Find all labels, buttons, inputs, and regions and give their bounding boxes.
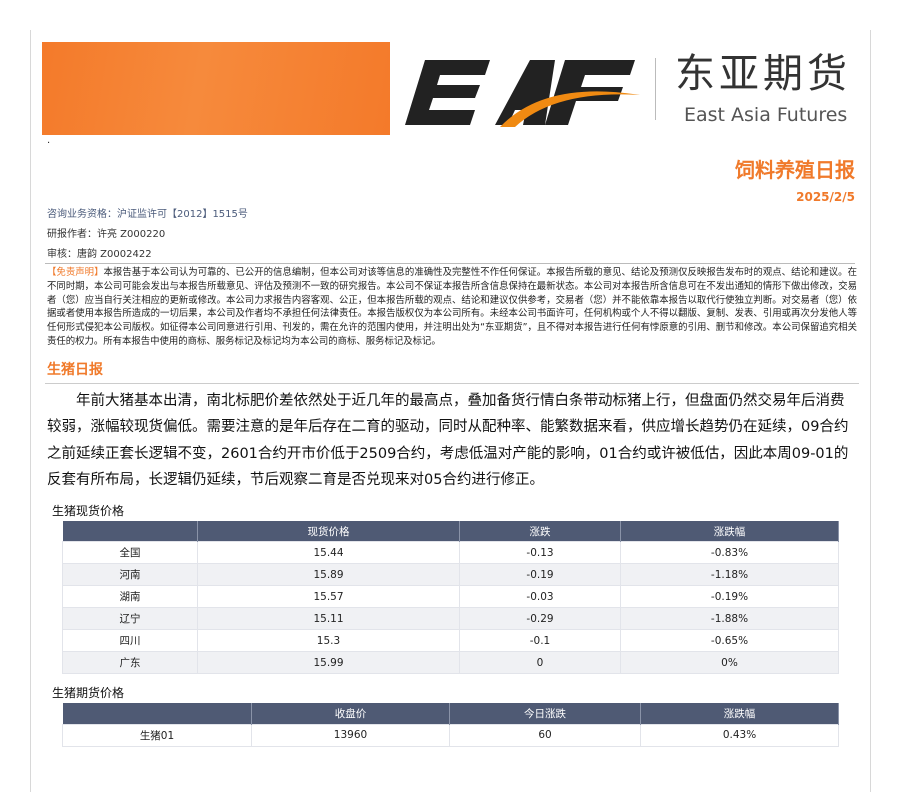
table-cell: 0.43% [640, 723, 839, 747]
table-header-row: 收盘价 今日涨跌 涨跌幅 [62, 703, 839, 725]
table-cell: 四川 [62, 629, 198, 653]
section-title: 生猪日报 [47, 361, 103, 378]
section-divider [45, 382, 859, 384]
disclaimer-text: 本报告基于本公司认为可靠的、已公开的信息编制，但本公司对该等信息的准确性及完整性… [47, 267, 857, 347]
report-body: 【免责声明】本报告基于本公司认为可靠的、已公开的信息编制，但本公司对该等信息的准… [45, 266, 859, 767]
disclaimer: 【免责声明】本报告基于本公司认为可靠的、已公开的信息编制，但本公司对该等信息的准… [47, 266, 857, 349]
futures-price-table: 收盘价 今日涨跌 涨跌幅 生猪01 13960 60 0.43% [62, 703, 839, 747]
table-cell: -0.13 [459, 541, 621, 565]
table-cell: -1.88% [620, 607, 839, 631]
table-cell: 辽宁 [62, 607, 198, 631]
table-cell: -0.83% [620, 541, 839, 565]
column-header [62, 703, 252, 725]
divider [45, 263, 855, 264]
disclaimer-tag: 【免责声明】 [47, 267, 104, 278]
eaf-logo-icon [405, 60, 640, 127]
column-header [62, 520, 198, 542]
futures-table-title: 生猪期货价格 [52, 686, 125, 701]
table-cell: 15.3 [197, 629, 460, 653]
table-cell: 0% [620, 651, 839, 675]
column-header: 今日涨跌 [449, 703, 641, 725]
table-row: 湖南 15.57 -0.03 -0.19% [62, 585, 839, 609]
column-header: 涨跌幅 [640, 703, 839, 725]
spot-table-title: 生猪现货价格 [52, 503, 125, 518]
table-cell: 60 [449, 723, 641, 747]
table-cell: -1.18% [620, 563, 839, 587]
table-cell: 15.44 [197, 541, 460, 565]
table-cell: 0 [459, 651, 621, 675]
table-cell: 13960 [251, 723, 450, 747]
table-cell: 15.11 [197, 607, 460, 631]
page-edge-right [870, 30, 871, 792]
table-row: 全国 15.44 -0.13 -0.83% [62, 541, 839, 565]
column-header: 现货价格 [197, 520, 460, 542]
table-cell: -0.1 [459, 629, 621, 653]
table-row: 四川 15.3 -0.1 -0.65% [62, 629, 839, 653]
logo-cn-text: 东亚期货 [675, 51, 851, 97]
table-row: 河南 15.89 -0.19 -1.18% [62, 563, 839, 587]
column-header: 涨跌 [459, 520, 621, 542]
table-cell: -0.19% [620, 585, 839, 609]
spot-price-table: 现货价格 涨跌 涨跌幅 全国 15.44 -0.13 -0.83% 河南 15.89 -0.19… [62, 520, 839, 675]
table-header-row: 现货价格 涨跌 涨跌幅 [62, 520, 839, 542]
report-date: 2025/2/5 [796, 190, 855, 204]
column-header: 涨跌幅 [620, 520, 839, 542]
logo-divider [655, 58, 656, 120]
table-cell: 15.57 [197, 585, 460, 609]
table-row: 生猪01 13960 60 0.43% [62, 723, 839, 747]
table-row: 广东 15.99 0 0% [62, 651, 839, 675]
table-cell: -0.03 [459, 585, 621, 609]
table-cell: 全国 [62, 541, 198, 565]
table-cell: -0.65% [620, 629, 839, 653]
column-header: 收盘价 [251, 703, 450, 725]
reviewer-info: 审核：唐韵 Z0002422 [47, 249, 152, 260]
table-cell: 生猪01 [62, 723, 252, 747]
page-edge-left [30, 30, 31, 792]
logo-en-text: East Asia Futures [684, 104, 848, 126]
section-body: 年前大猪基本出清，南北标肥价差依然处于近几年的最高点，叠加备货行情白条带动标猪上… [47, 392, 849, 489]
report-title: 饲料养殖日报 [735, 158, 855, 182]
table-cell: -0.19 [459, 563, 621, 587]
table-cell: -0.29 [459, 607, 621, 631]
table-cell: 广东 [62, 651, 198, 675]
table-cell: 15.99 [197, 651, 460, 675]
author-info: 研报作者：许亮 Z000220 [47, 229, 166, 240]
table-cell: 15.89 [197, 563, 460, 587]
table-cell: 湖南 [62, 585, 198, 609]
bullet-mark: · [47, 138, 51, 149]
table-cell: 河南 [62, 563, 198, 587]
license-info: 咨询业务资格：沪证监许可【2012】1515号 [47, 209, 248, 220]
table-row: 辽宁 15.11 -0.29 -1.88% [62, 607, 839, 631]
header-banner [42, 42, 390, 135]
